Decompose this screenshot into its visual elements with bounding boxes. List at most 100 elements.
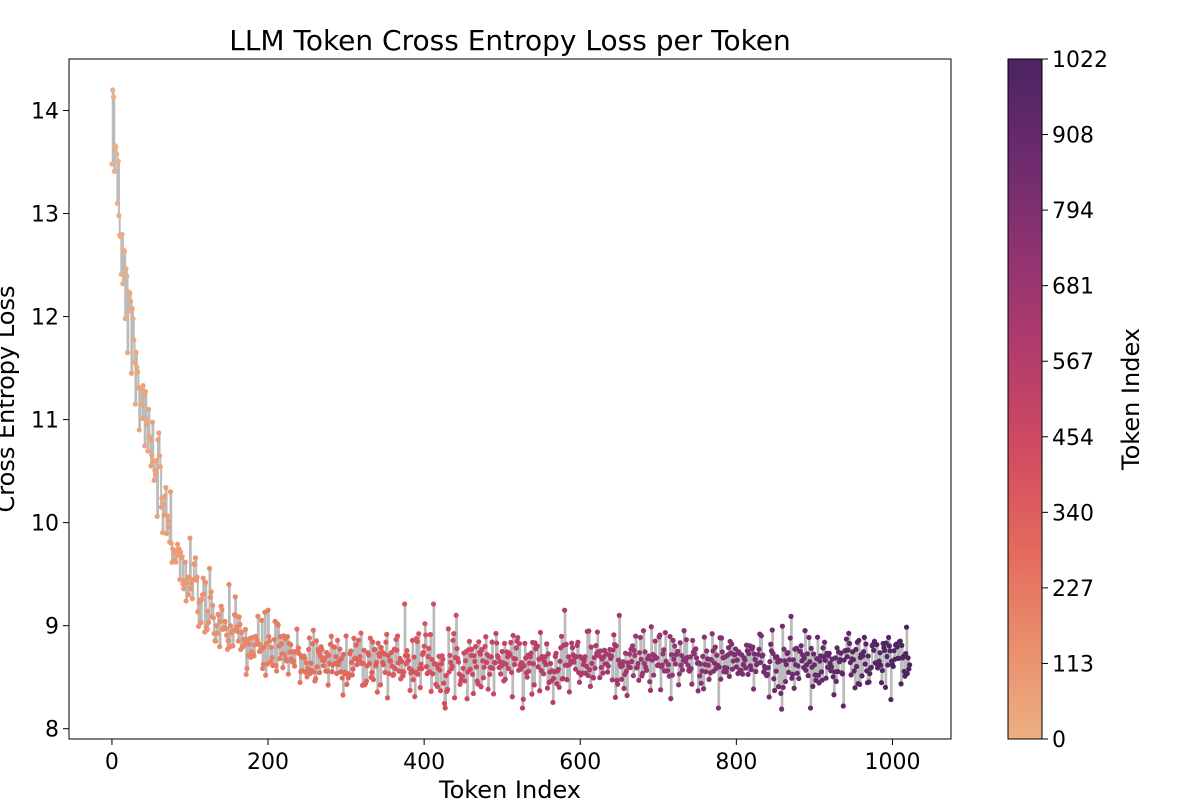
data-point <box>810 683 816 689</box>
data-point <box>512 661 518 668</box>
data-point <box>683 637 690 643</box>
data-point <box>119 231 125 238</box>
data-point <box>374 689 380 695</box>
data-point <box>329 669 335 675</box>
data-point <box>700 686 707 692</box>
data-point <box>149 419 156 425</box>
data-point <box>886 643 892 649</box>
data-point <box>526 668 532 674</box>
data-point <box>334 637 341 643</box>
data-point <box>624 692 630 699</box>
data-point <box>297 679 303 686</box>
data-point <box>316 669 323 676</box>
data-point <box>558 633 565 639</box>
data-point <box>609 677 615 683</box>
data-point <box>583 663 590 669</box>
data-point <box>726 673 732 679</box>
data-point <box>409 667 415 673</box>
data-point <box>153 458 160 464</box>
data-point <box>871 647 877 653</box>
data-point <box>142 388 149 395</box>
data-point <box>575 639 581 645</box>
data-point <box>853 663 860 670</box>
data-point <box>451 631 457 637</box>
data-point <box>394 647 400 653</box>
data-point <box>831 692 837 698</box>
data-point <box>755 651 761 658</box>
data-point <box>485 686 491 692</box>
data-point <box>733 664 739 670</box>
data-point <box>382 669 388 675</box>
data-point <box>662 629 668 636</box>
x-tick-label: 600 <box>559 750 601 775</box>
data-point <box>454 646 460 652</box>
data-point <box>482 643 488 650</box>
data-point <box>835 668 841 675</box>
data-point <box>748 667 754 673</box>
data-point <box>373 659 380 666</box>
data-point <box>441 680 447 686</box>
data-point <box>560 675 566 682</box>
data-point <box>281 651 288 658</box>
data-point <box>796 675 802 682</box>
data-point <box>443 673 449 679</box>
data-point <box>823 675 829 681</box>
data-point <box>392 666 398 672</box>
data-point <box>160 501 167 507</box>
data-point <box>416 631 422 637</box>
data-point <box>132 401 138 407</box>
data-point <box>675 682 682 688</box>
data-point <box>781 646 787 652</box>
data-point <box>699 668 705 674</box>
data-point <box>817 658 823 664</box>
data-point <box>246 641 252 647</box>
data-point <box>428 688 434 694</box>
data-point <box>620 659 626 665</box>
data-point <box>857 681 863 688</box>
colorbar-tick-label: 0 <box>1052 728 1066 753</box>
data-point <box>878 680 885 686</box>
data-point <box>582 654 588 660</box>
data-point <box>222 618 228 625</box>
data-point <box>213 638 219 644</box>
data-point <box>476 639 482 645</box>
y-axis: 8 9 10 11 12 13 14 <box>31 100 69 743</box>
data-point <box>764 671 771 678</box>
data-point <box>378 644 384 651</box>
data-point <box>182 559 188 565</box>
data-point <box>310 627 316 633</box>
data-point <box>418 661 424 667</box>
data-point <box>811 651 817 657</box>
data-point <box>844 654 850 660</box>
data-point <box>801 655 807 661</box>
data-point <box>421 643 427 649</box>
data-point <box>294 626 300 632</box>
data-point <box>467 666 473 672</box>
data-point <box>777 657 783 663</box>
data-point <box>877 650 883 656</box>
data-point <box>131 359 138 365</box>
data-point <box>145 448 151 454</box>
data-point <box>668 696 674 702</box>
data-point <box>437 667 443 673</box>
data-point <box>131 337 137 343</box>
data-point <box>223 626 229 632</box>
data-point <box>670 637 676 643</box>
data-point <box>280 665 286 671</box>
data-point <box>440 656 446 662</box>
data-point <box>348 648 354 654</box>
data-point <box>742 657 748 663</box>
data-point <box>271 636 277 643</box>
data-point <box>783 661 789 668</box>
data-point <box>110 87 116 93</box>
colorbar-tick-label: 113 <box>1052 652 1094 677</box>
data-point <box>885 662 891 668</box>
data-point <box>448 659 454 665</box>
data-point <box>811 662 818 668</box>
data-point <box>268 644 274 650</box>
data-point <box>338 669 344 675</box>
data-point <box>750 644 756 650</box>
data-point <box>480 658 486 664</box>
data-point <box>647 687 654 694</box>
